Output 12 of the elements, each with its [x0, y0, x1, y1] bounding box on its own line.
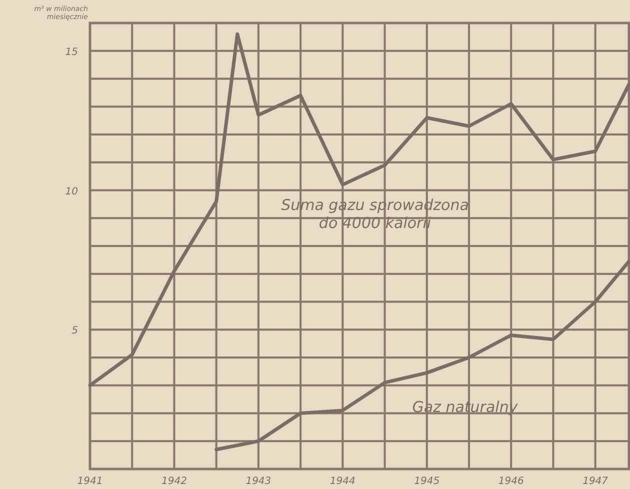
line-series [214, 260, 630, 452]
x-tick-label: 1941 [77, 476, 103, 487]
x-tick-label: 1942 [161, 476, 187, 487]
x-tick-label: 1943 [246, 476, 272, 487]
y-tick-label: 10 [65, 186, 78, 198]
x-tick-label: 1947 [582, 476, 609, 487]
y-tick-label: 5 [72, 326, 78, 337]
x-tick-label: 1945 [414, 476, 440, 487]
x-tick-label: 1946 [498, 476, 524, 487]
line-series [88, 32, 630, 388]
y-tick-label: 15 [65, 46, 78, 58]
x-tick-label: 1944 [330, 476, 356, 487]
